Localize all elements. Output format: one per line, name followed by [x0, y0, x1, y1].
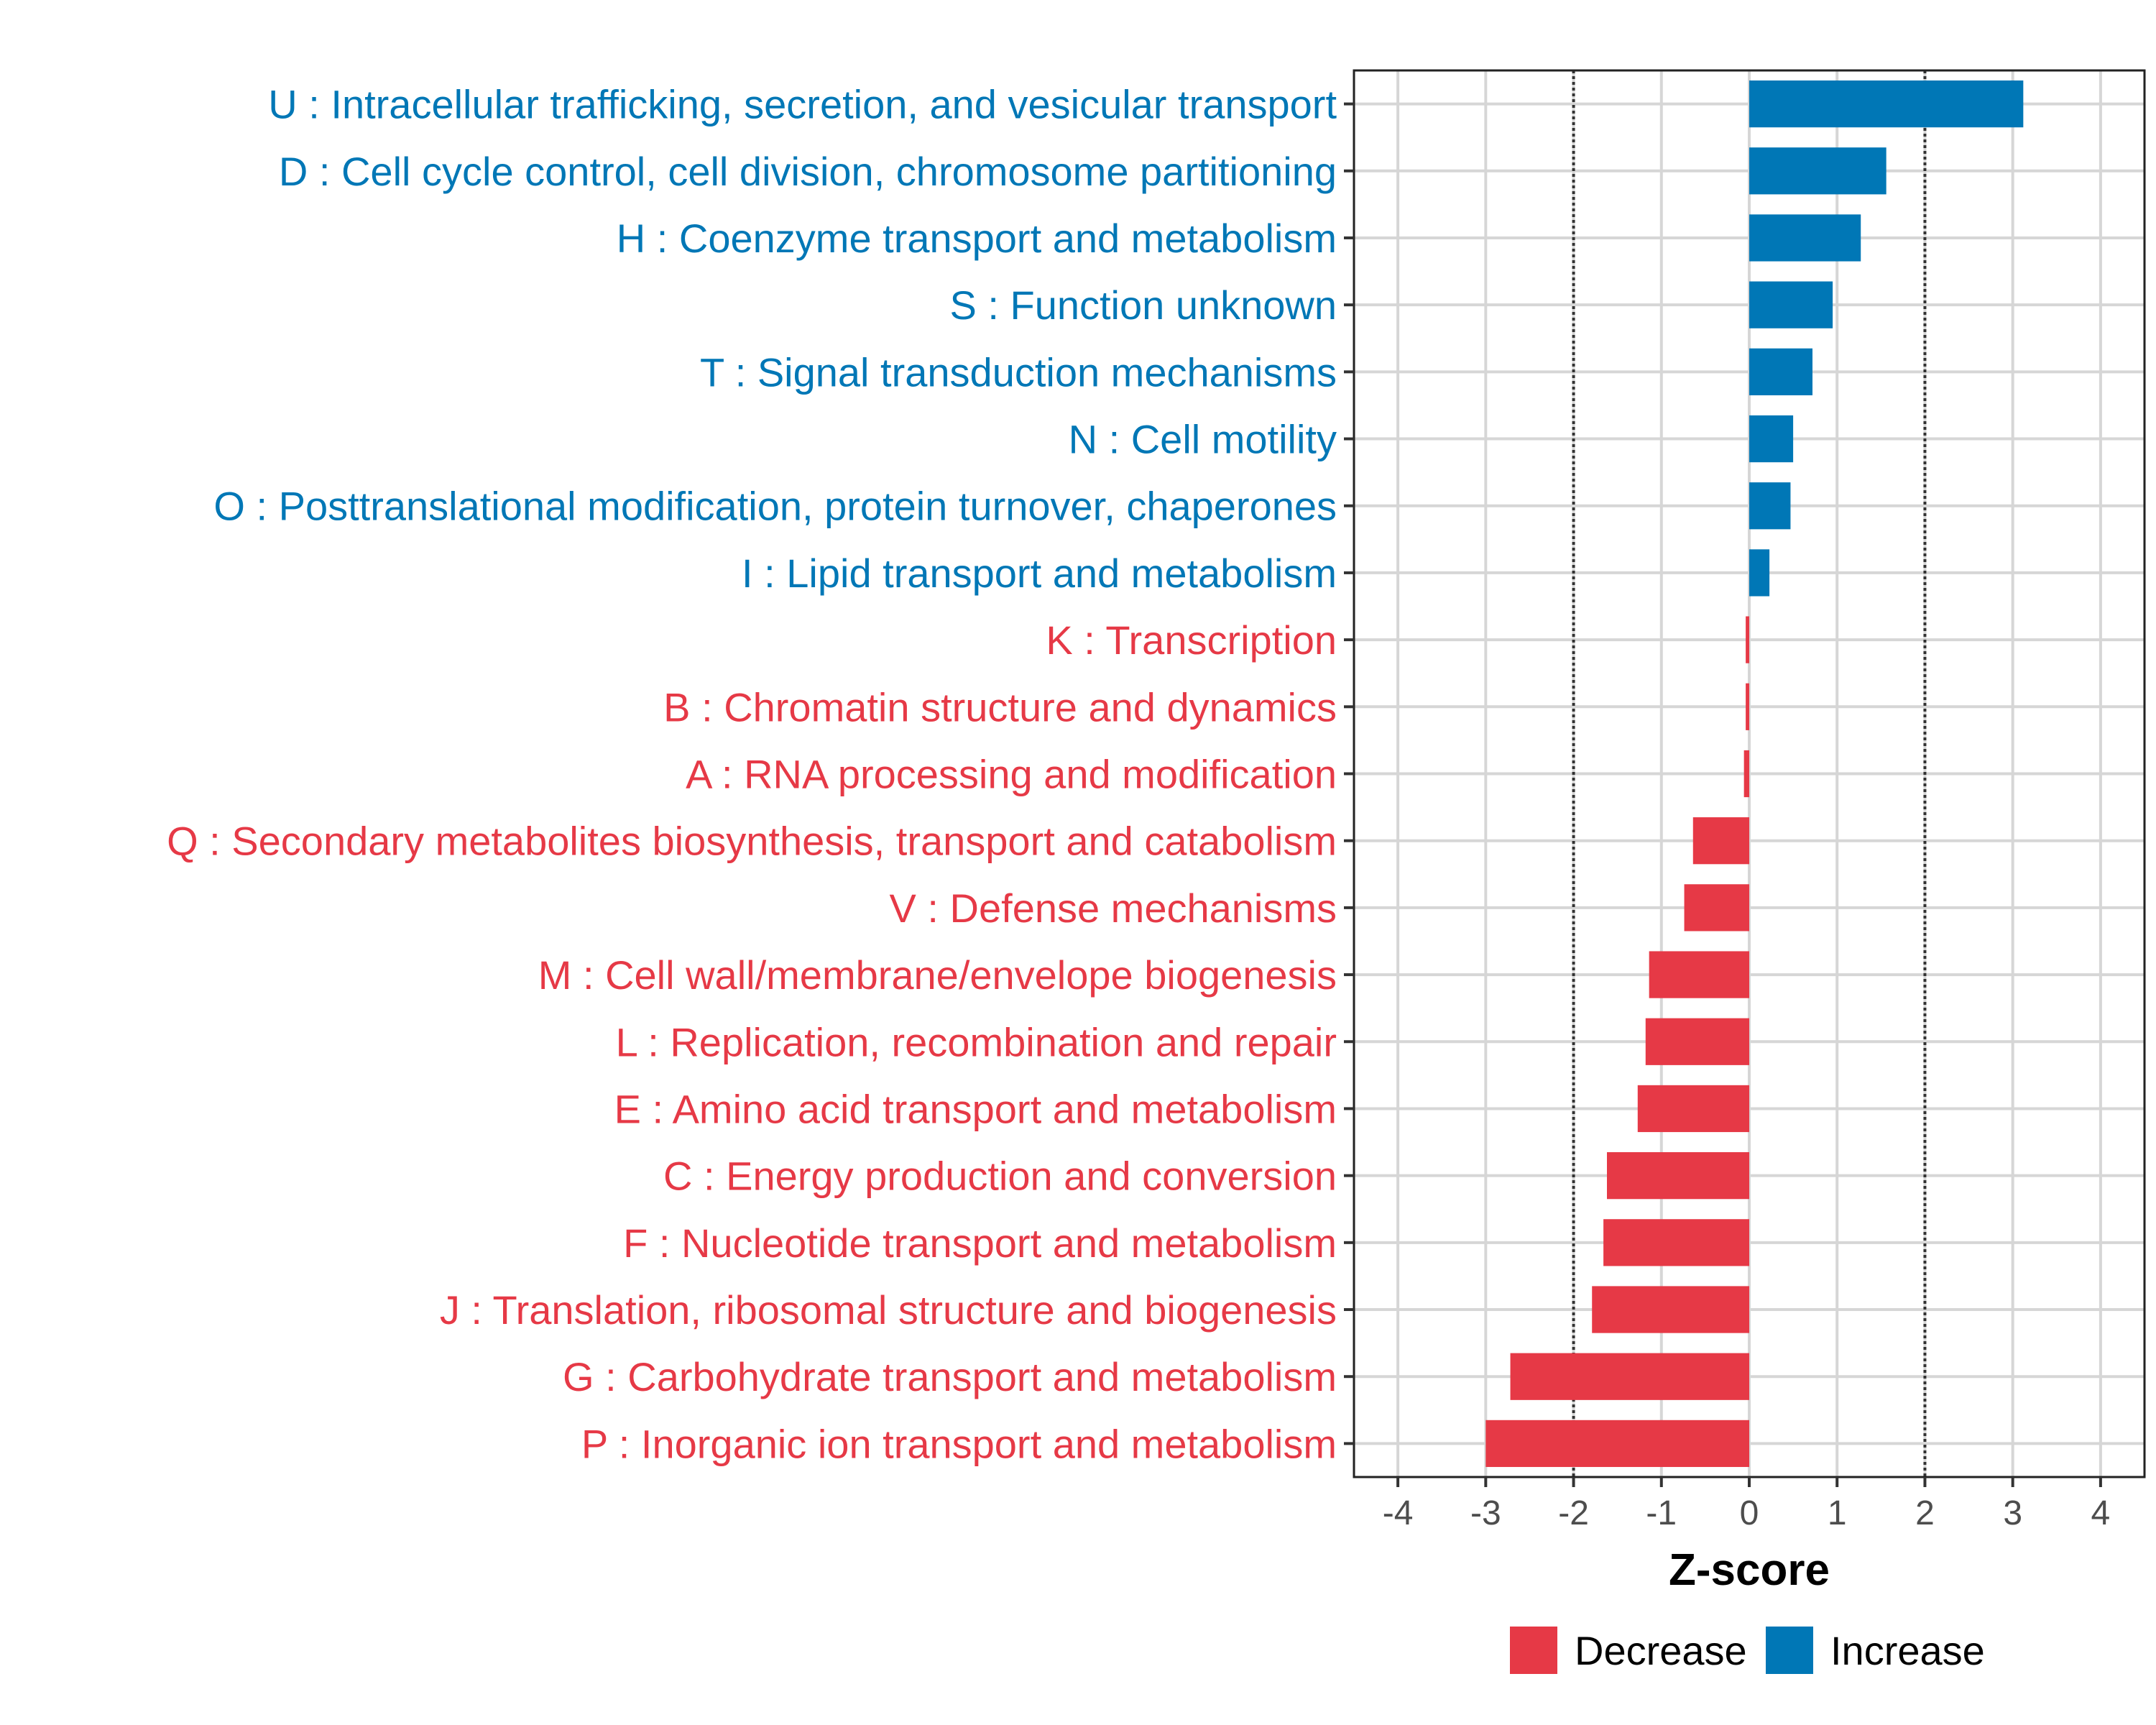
category-label: Q : Secondary metabolites biosynthesis, …	[167, 819, 1337, 864]
bar	[1749, 80, 2024, 128]
bar	[1637, 1085, 1749, 1133]
bar	[1749, 482, 1791, 530]
category-label: P : Inorganic ion transport and metaboli…	[581, 1421, 1337, 1466]
bar	[1746, 683, 1749, 730]
bar	[1749, 281, 1833, 328]
x-axis-ticks: -4 -3 -2 -1 0 1 2 3 4	[1383, 1477, 2110, 1532]
category-label: U : Intracellular trafficking, secretion…	[268, 82, 1337, 127]
bar	[1592, 1286, 1749, 1333]
bar	[1749, 147, 1886, 195]
y-axis-ticks	[1344, 102, 1354, 1445]
legend-swatch	[1510, 1627, 1557, 1674]
x-tick-label: 2	[1915, 1494, 1935, 1532]
bar	[1743, 750, 1749, 798]
bar	[1603, 1219, 1749, 1266]
x-tick-label: -4	[1383, 1494, 1414, 1532]
category-label: J : Translation, ribosomal structure and…	[440, 1287, 1337, 1333]
bar	[1749, 415, 1794, 463]
legend-label: Decrease	[1575, 1628, 1747, 1673]
category-label: H : Coenzyme transport and metabolism	[617, 216, 1337, 261]
bar	[1607, 1152, 1749, 1200]
bar	[1749, 348, 1812, 395]
category-label: O : Posttranslational modification, prot…	[213, 484, 1337, 529]
bar	[1692, 817, 1749, 865]
category-label: S : Function unknown	[949, 282, 1337, 328]
bar	[1684, 884, 1749, 932]
category-label: D : Cell cycle control, cell division, c…	[279, 149, 1337, 194]
legend-label: Increase	[1830, 1628, 1985, 1673]
category-label: G : Carbohydrate transport and metabolis…	[563, 1354, 1337, 1399]
category-label: E : Amino acid transport and metabolism	[614, 1086, 1337, 1131]
x-tick-label: 1	[1828, 1494, 1847, 1532]
y-axis-category-labels: U : Intracellular trafficking, secretion…	[167, 82, 1337, 1467]
bar	[1510, 1353, 1749, 1400]
bar	[1485, 1420, 1749, 1468]
bar	[1645, 1018, 1749, 1065]
x-tick-label: 0	[1740, 1494, 1759, 1532]
bar	[1649, 951, 1749, 998]
category-label: A : RNA processing and modification	[686, 752, 1337, 797]
category-label: L : Replication, recombination and repai…	[616, 1019, 1337, 1064]
legend: Decrease Increase	[1510, 1627, 1985, 1674]
x-tick-label: -1	[1646, 1494, 1677, 1532]
category-label: N : Cell motility	[1069, 417, 1337, 462]
x-tick-label: -3	[1470, 1494, 1501, 1532]
bar	[1749, 214, 1861, 262]
category-label: C : Energy production and conversion	[663, 1154, 1337, 1199]
bar	[1746, 616, 1749, 663]
legend-swatch	[1766, 1627, 1813, 1674]
reference-lines	[1572, 70, 1927, 1477]
category-label: V : Defense mechanisms	[890, 886, 1337, 931]
category-label: I : Lipid transport and metabolism	[742, 551, 1337, 596]
category-label: K : Transcription	[1046, 617, 1337, 663]
x-tick-label: -2	[1558, 1494, 1589, 1532]
bars	[1485, 80, 2024, 1468]
bar	[1749, 549, 1770, 597]
category-label: F : Nucleotide transport and metabolism	[623, 1220, 1337, 1266]
category-label: B : Chromatin structure and dynamics	[663, 684, 1337, 730]
x-tick-label: 3	[2003, 1494, 2022, 1532]
x-tick-label: 4	[2091, 1494, 2111, 1532]
x-axis-title: Z-score	[1669, 1545, 1830, 1595]
category-label: T : Signal transduction mechanisms	[700, 349, 1337, 395]
category-label: M : Cell wall/membrane/envelope biogenes…	[538, 952, 1337, 998]
